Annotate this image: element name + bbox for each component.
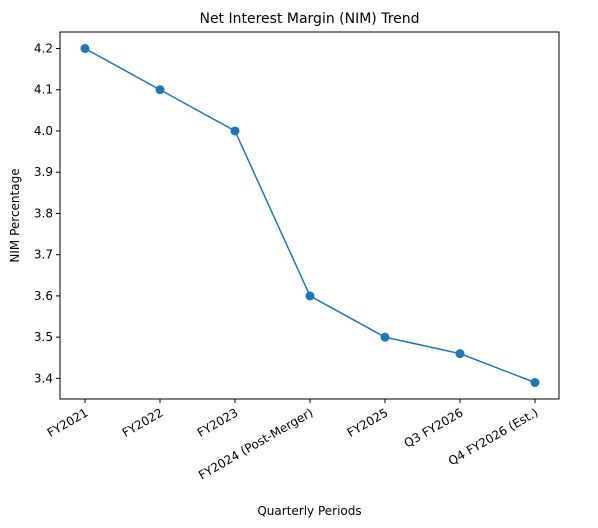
y-tick-label: 3.9 [34,165,53,179]
y-tick-label: 4.2 [34,41,53,55]
chart-title: Net Interest Margin (NIM) Trend [199,11,419,27]
y-tick-label: 3.4 [34,371,53,385]
data-point [530,378,540,388]
x-axis-title: Quarterly Periods [257,504,361,518]
y-tick-label: 3.5 [34,330,53,344]
data-point [380,332,390,342]
y-tick-label: 4.1 [34,83,53,97]
y-tick-label: 3.7 [34,248,53,262]
plot-area [59,31,560,400]
x-tick-label: FY2021 [45,405,91,440]
x-tick-label: Q3 FY2026 [402,405,466,450]
data-point [305,291,315,301]
y-axis-title: NIM Percentage [8,168,22,262]
x-tick-label: FY2023 [195,405,241,440]
x-tick-label: FY2022 [120,405,166,440]
x-tick-label: FY2025 [345,405,391,440]
y-tick-label: 4.0 [34,124,53,138]
data-point [155,85,165,95]
data-point [80,43,90,53]
y-axis: 3.4 3.5 3.6 3.7 3.8 3.9 4.0 4.1 4.2 [34,41,60,385]
data-point [455,349,465,359]
y-tick-label: 3.8 [34,206,53,220]
series-group [80,43,540,388]
data-point [230,126,240,136]
y-tick-label: 3.6 [34,289,53,303]
